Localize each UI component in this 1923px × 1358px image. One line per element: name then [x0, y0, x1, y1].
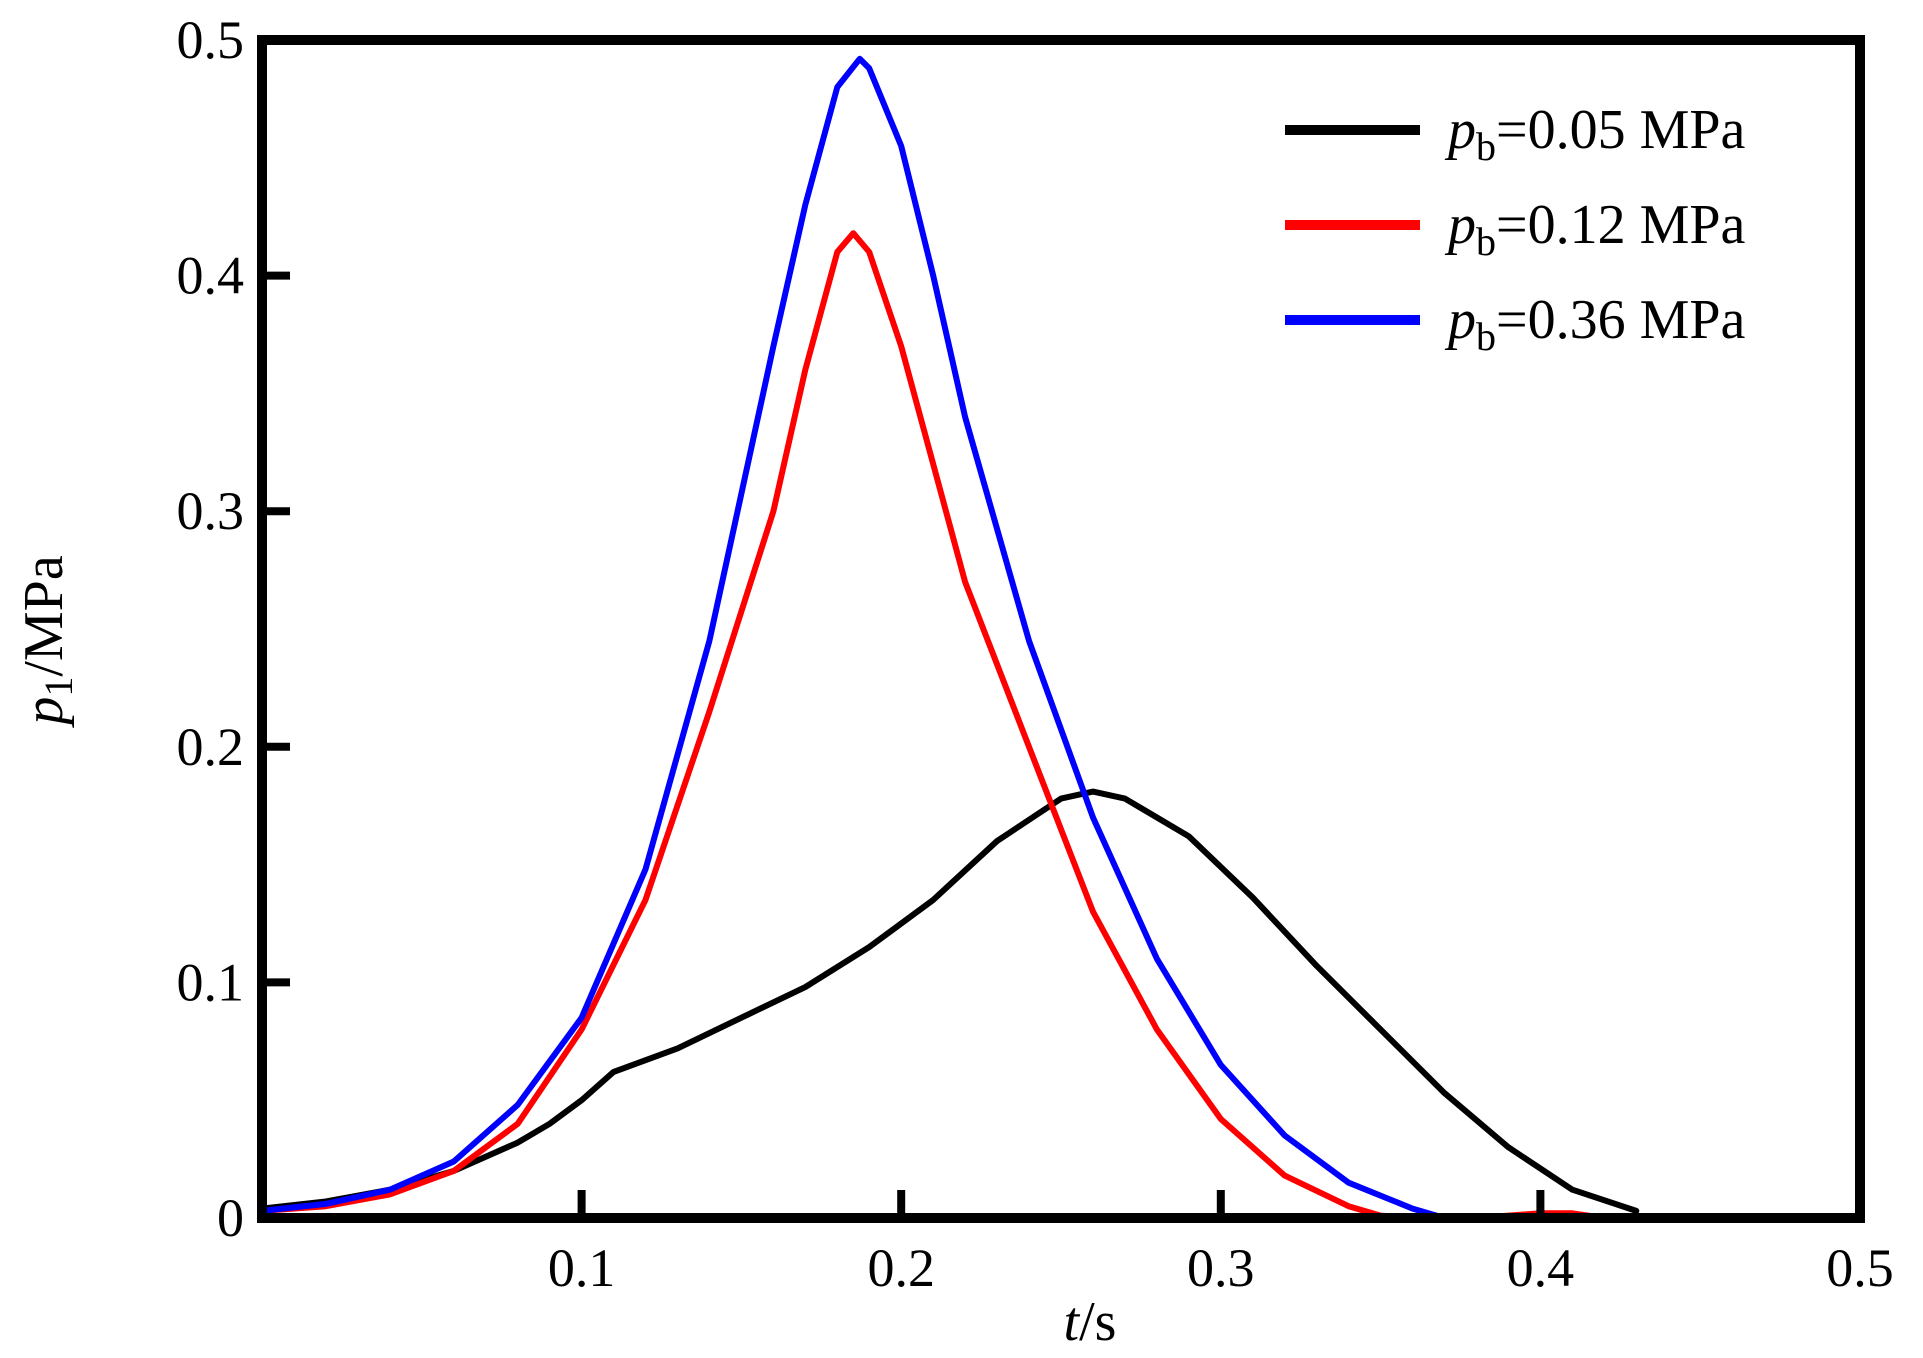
series-line-0	[259, 788, 1640, 1214]
y-tick-label: 0.1	[177, 952, 245, 1012]
y-axis-label: p1/MPa	[13, 555, 81, 728]
series-layer	[259, 55, 1640, 1221]
x-tick-label: 0.5	[1826, 1238, 1894, 1298]
plot-frame	[257, 35, 1865, 1223]
ticks-layer: 0.1 0.2 0.3 0.4 0.5 0 0.1 0.2 0.3 0.4 0.5	[177, 10, 1894, 1298]
x-tick-label: 0.4	[1507, 1238, 1575, 1298]
legend: pb=0.05 MPa pb=0.12 MPa pb=0.36 MPa	[1285, 99, 1746, 359]
x-axis-label: t/s	[1064, 1291, 1117, 1353]
legend-label-1: pb=0.12 MPa	[1444, 194, 1746, 264]
series-line-1	[259, 230, 1608, 1221]
x-tick-label: 0.3	[1187, 1238, 1255, 1298]
x-tick-label: 0.2	[867, 1238, 935, 1298]
y-tick-label: 0.5	[177, 10, 245, 70]
legend-label-0: pb=0.05 MPa	[1444, 99, 1746, 169]
series-line-2	[259, 55, 1480, 1221]
y-tick-label: 0.4	[177, 246, 245, 306]
y-tick-label: 0.2	[177, 717, 245, 777]
y-tick-label: 0	[217, 1188, 244, 1248]
y-tick-label: 0.3	[177, 481, 245, 541]
legend-label-2: pb=0.36 MPa	[1444, 289, 1746, 359]
x-tick-label: 0.1	[548, 1238, 616, 1298]
